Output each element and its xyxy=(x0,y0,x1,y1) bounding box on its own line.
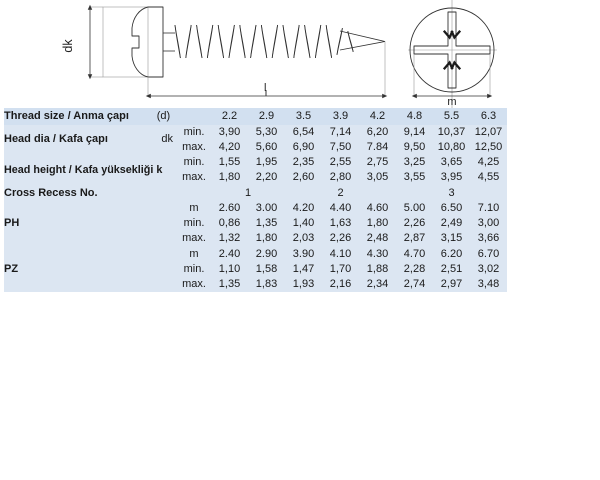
svg-text:dk: dk xyxy=(61,39,75,53)
svg-text:m: m xyxy=(447,96,456,108)
svg-text:l: l xyxy=(264,82,266,94)
